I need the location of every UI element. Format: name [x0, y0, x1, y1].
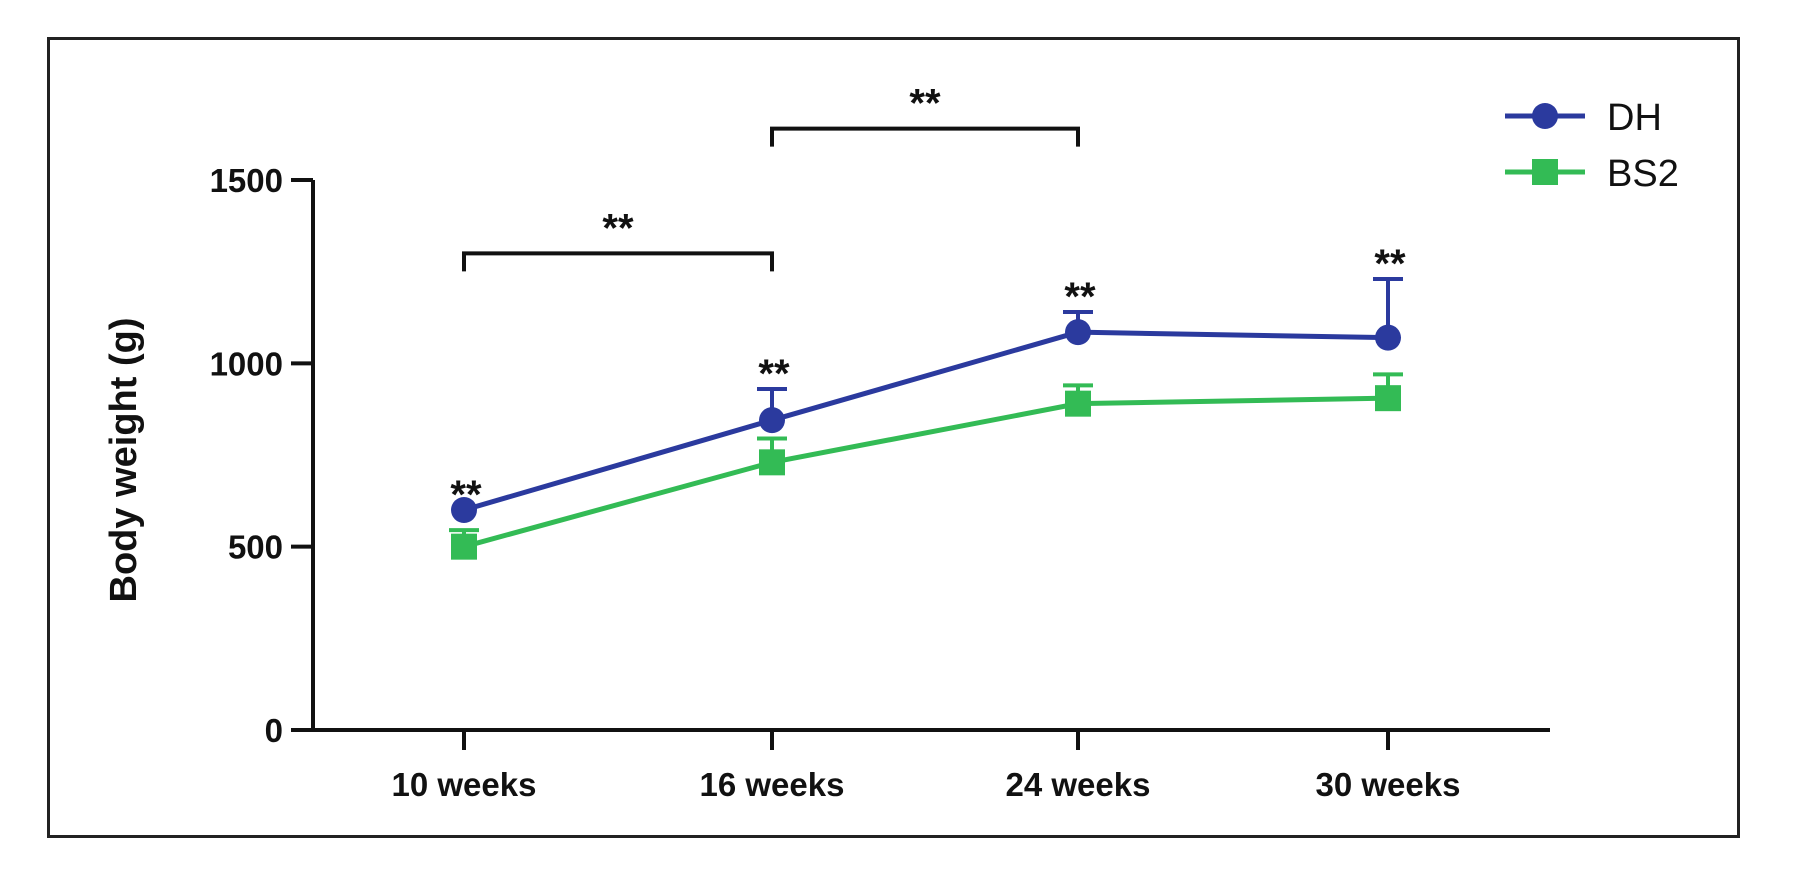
significance-marker: ** [1374, 242, 1406, 286]
data-point-bs2 [1375, 385, 1401, 412]
data-point-dh [1375, 324, 1401, 351]
comparison-bracket [770, 126, 1080, 147]
significance-marker: ** [1064, 275, 1096, 319]
y-tick-label: 500 [228, 529, 283, 566]
chart-frame [47, 37, 1740, 838]
series-line-bs2 [463, 395, 1389, 550]
y-tick-label: 1500 [210, 162, 283, 199]
data-point-dh [1065, 319, 1091, 346]
y-tick-label: 0 [265, 712, 283, 749]
x-tick-label: 24 weeks [1006, 766, 1151, 803]
data-point-bs2 [759, 449, 785, 476]
significance-marker: ** [758, 352, 790, 396]
data-point-dh [759, 407, 785, 434]
data-point-bs2 [1065, 390, 1091, 417]
legend-marker-bs2 [1532, 159, 1558, 185]
comparison-bracket [462, 251, 774, 272]
x-tick-label: 30 weeks [1316, 766, 1461, 803]
bracket-significance: ** [602, 206, 634, 250]
x-tick-label: 16 weeks [700, 766, 845, 803]
data-point-dh [451, 497, 477, 523]
legend-label-dh: DH [1607, 97, 1662, 139]
y-axis-title: Body weight (g) [103, 318, 145, 603]
data-point-bs2 [451, 533, 477, 560]
y-tick-label: 1000 [210, 345, 283, 382]
significance-marker: ** [450, 473, 482, 517]
bracket-significance: ** [909, 82, 941, 126]
series-line-dh [463, 329, 1389, 513]
legend-label-bs2: BS2 [1607, 153, 1679, 195]
x-tick-label: 10 weeks [392, 766, 537, 803]
legend-marker-dh [1532, 103, 1558, 129]
